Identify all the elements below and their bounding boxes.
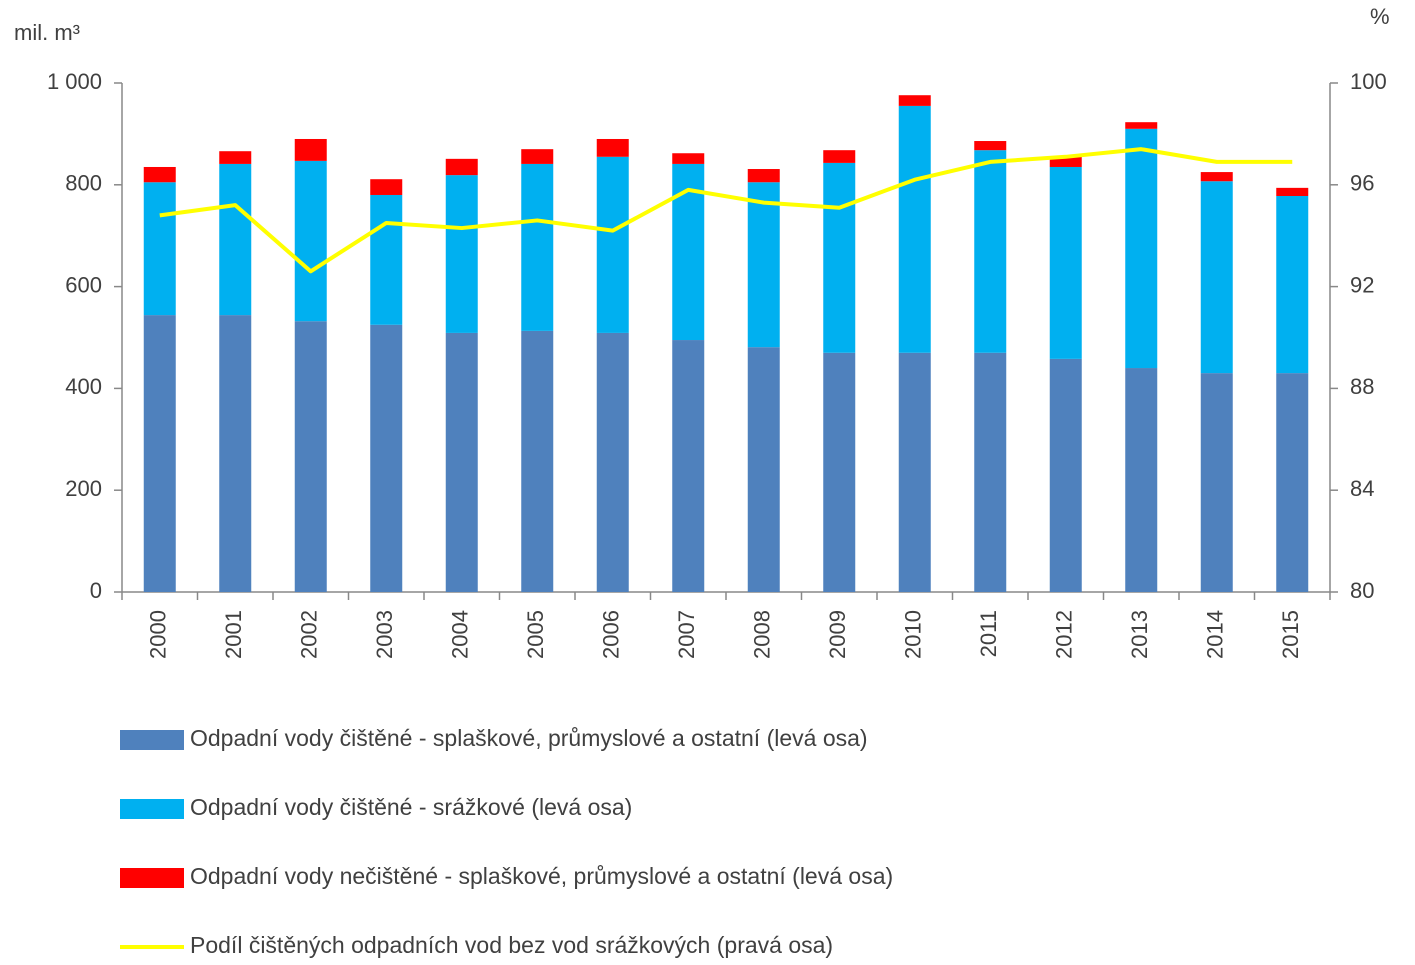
bar-segment [143,182,176,316]
x-tick-label: 2013 [1127,610,1152,659]
y-tick-label: 400 [65,374,102,399]
bar-segment [219,315,252,592]
bar-segment [1125,128,1158,369]
bar-segment [294,138,327,161]
legend: Odpadní vody čištěné - splaškové, průmys… [120,725,893,958]
bar-segment [1049,166,1082,359]
legend-label: Odpadní vody čištěné - splaškové, průmys… [190,725,868,751]
y2-tick-label: 88 [1350,374,1374,399]
bar-segment [898,95,931,106]
y2-tick-label: 84 [1350,476,1374,501]
x-tick-label: 2001 [221,610,246,659]
x-tick-label: 2004 [448,610,473,659]
bar-segment [1276,187,1309,196]
x-tick-label: 2005 [523,610,548,659]
x-tick-label: 2011 [976,610,1001,657]
y-tick-label: 800 [65,171,102,196]
y2-tick-label: 80 [1350,578,1374,603]
x-tick-label: 2000 [146,610,171,659]
bar-segment [370,194,403,325]
legend-label: Odpadní vody nečištěné - splaškové, prům… [190,863,893,889]
bar-segment [370,324,403,592]
bar-segment [445,158,478,176]
x-tick-label: 2009 [825,610,850,659]
x-tick-label: 2014 [1203,610,1228,659]
bar-segment [521,330,554,592]
x-tick-label: 2015 [1278,610,1303,659]
y2-tick-label: 100 [1350,69,1387,94]
legend-swatch [120,799,184,819]
legend-label: Podíl čištěných odpadních vod bez vod sr… [190,932,833,958]
bar-segment [747,182,780,348]
bar-segment [823,162,856,353]
bar-segment [219,163,252,316]
bar-segment [823,352,856,592]
bar-segment [1276,195,1309,374]
bar-segment [521,163,554,331]
bar-segment [294,160,327,322]
legend-label: Odpadní vody čištěné - srážkové (levá os… [190,794,632,820]
bar-segment [672,340,705,592]
bar-segment [898,105,931,353]
bar-segment [521,149,554,164]
x-tick-label: 2007 [674,610,699,659]
bar-segment [143,315,176,592]
bar-segment [143,166,176,183]
y-tick-label: 1 000 [47,69,102,94]
bar-segment [1200,181,1233,374]
y2-axis-label: % [1370,4,1390,29]
x-tick-label: 2003 [372,610,397,659]
bar-segment [1125,368,1158,592]
bar-segment [445,332,478,592]
bar-segment [445,175,478,333]
bar-segment [1049,156,1082,167]
bar-segment [898,352,931,592]
x-tick-label: 2012 [1052,610,1077,659]
y-tick-label: 600 [65,272,102,297]
bar-segment [596,332,629,592]
bar-segment [1200,373,1233,592]
x-tick-label: 2006 [599,610,624,659]
bar-segment [974,141,1007,151]
y-tick-label: 200 [65,476,102,501]
x-tick-label: 2008 [750,610,775,659]
y-tick-label: 0 [90,578,102,603]
y2-tick-label: 92 [1350,272,1374,297]
y2-tick-label: 96 [1350,171,1374,196]
bar-segment [596,156,629,333]
bar-segment [672,153,705,164]
bar-segment [219,151,252,164]
bar-segment [1049,358,1082,592]
bar-segment [747,169,780,183]
y-axis-label: mil. m³ [14,20,80,45]
line-series [159,147,1293,274]
bar-segment [370,179,403,195]
x-tick-label: 2002 [297,610,322,659]
legend-swatch [120,730,184,750]
bar-segment [1200,172,1233,182]
bar-segment [1276,373,1309,592]
bar-segment [974,352,1007,592]
bar-segment [974,150,1007,353]
bar-segment [747,347,780,592]
bar-segment [596,138,629,157]
x-tick-label: 2010 [901,610,926,659]
bar-segment [1125,122,1158,129]
bar-segment [294,321,327,592]
legend-swatch [120,868,184,888]
bar-segment [823,150,856,163]
